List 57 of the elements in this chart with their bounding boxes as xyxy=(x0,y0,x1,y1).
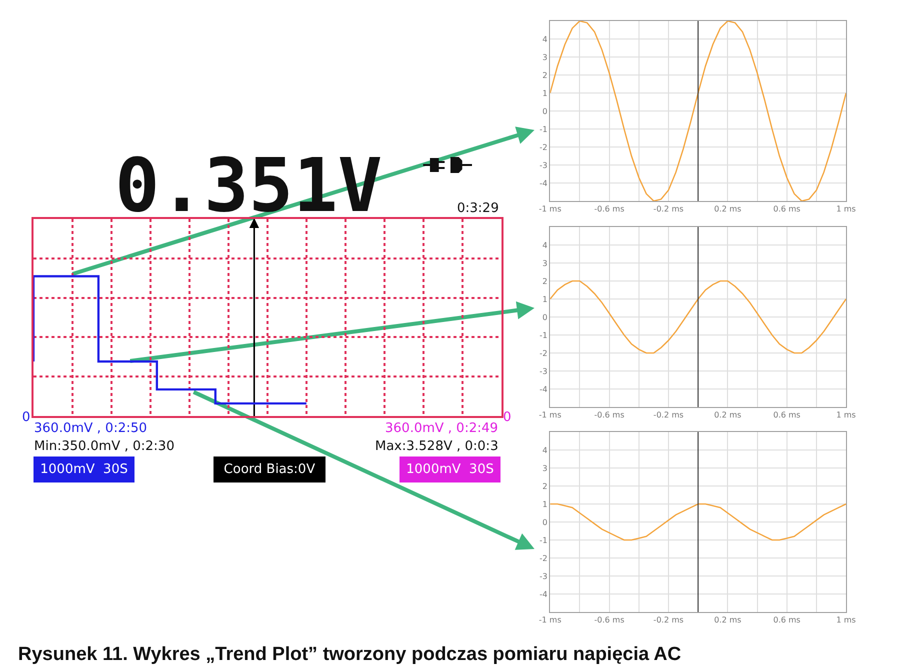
y-tick-label: -2 xyxy=(540,554,548,563)
x-tick-label: -0.6 ms xyxy=(594,204,624,214)
y-tick-label: -3 xyxy=(540,366,548,376)
chart-title: 0.351V xyxy=(115,143,382,229)
y-tick-label: -1 xyxy=(540,536,548,545)
y-tick-label: -2 xyxy=(540,348,548,358)
x-tick-label: 0.2 ms xyxy=(714,204,742,214)
text: Coord Bias:0V xyxy=(224,462,316,477)
x-tick-label: 0.2 ms xyxy=(714,616,742,625)
x-tick-label: -1 ms xyxy=(538,616,562,625)
text: 1000mV 30S xyxy=(40,462,128,477)
text: 0 xyxy=(22,410,30,425)
y-tick-label: -3 xyxy=(540,572,548,581)
y-tick-label: -4 xyxy=(540,384,548,394)
y-tick-label: -1 xyxy=(540,330,548,340)
text: 0:3:29 xyxy=(457,201,499,216)
y-tick-label: -4 xyxy=(540,590,548,599)
y-tick-label: -2 xyxy=(540,142,548,152)
y-tick-label: 1 xyxy=(542,88,548,98)
x-tick-label: -0.6 ms xyxy=(594,616,624,625)
text: 1000mV 30S xyxy=(406,462,494,477)
y-tick-label: 3 xyxy=(542,52,548,62)
y-tick-label: 1 xyxy=(542,500,548,509)
text: 360.0mV , 0:2:50 xyxy=(34,421,148,436)
y-tick-label: -4 xyxy=(540,178,548,188)
y-tick-label: 2 xyxy=(542,482,548,491)
text: 360.0mV , 0:2:49 xyxy=(385,421,498,436)
y-tick-label: 4 xyxy=(542,446,548,455)
y-tick-label: 0 xyxy=(542,518,548,527)
y-tick-label: -3 xyxy=(540,160,548,170)
x-tick-label: 0.6 ms xyxy=(773,204,800,214)
x-tick-label: 1 ms xyxy=(836,616,856,625)
x-tick-label: -0.2 ms xyxy=(653,410,684,420)
x-tick-label: 1 ms xyxy=(836,410,856,420)
x-tick-label: -0.6 ms xyxy=(594,410,624,420)
text: Min:350.0mV , 0:2:30 xyxy=(34,439,174,454)
x-tick-label: 1 ms xyxy=(836,204,856,214)
x-tick-label: -0.2 ms xyxy=(653,204,684,214)
text: Max:3.528V , 0:0:3 xyxy=(375,439,498,454)
x-tick-label: 0.6 ms xyxy=(773,410,800,420)
y-tick-label: -1 xyxy=(540,124,548,134)
y-tick-label: 2 xyxy=(542,276,548,286)
text: 0 xyxy=(503,410,512,425)
x-tick-label: 0.6 ms xyxy=(773,616,800,625)
y-tick-label: 0 xyxy=(542,106,548,116)
y-tick-label: 4 xyxy=(542,240,548,250)
y-tick-label: 3 xyxy=(542,258,548,268)
x-tick-label: -1 ms xyxy=(538,410,562,420)
x-tick-label: 0.2 ms xyxy=(714,410,742,420)
y-tick-label: 2 xyxy=(542,70,548,80)
y-tick-label: 1 xyxy=(542,294,548,304)
y-tick-label: 4 xyxy=(542,34,548,44)
x-tick-label: -1 ms xyxy=(538,204,562,214)
y-tick-label: 0 xyxy=(542,312,548,322)
x-tick-label: -0.2 ms xyxy=(653,616,684,625)
text: Rysunek 11. Wykres „Trend Plot” tworzony podczas pomiaru napięcia AC xyxy=(18,644,682,665)
y-tick-label: 3 xyxy=(542,464,548,473)
